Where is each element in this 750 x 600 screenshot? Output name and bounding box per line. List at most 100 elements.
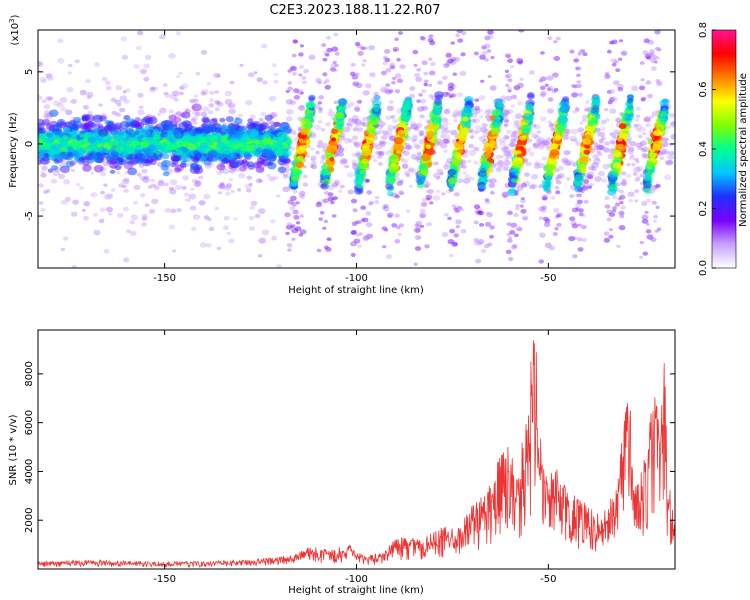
spectrogram-cell <box>575 106 580 110</box>
spectrogram-cell <box>446 129 452 133</box>
spectrogram-cell <box>195 128 203 135</box>
spectrogram-cell <box>440 130 448 136</box>
spectrogram-cell <box>595 143 604 150</box>
spectrogram-cell <box>200 91 207 96</box>
spectrogram-cell <box>284 163 290 168</box>
spectrogram-cell <box>214 107 220 112</box>
spectrogram-cell <box>473 204 481 210</box>
spectrogram-cell <box>110 128 119 136</box>
spectrogram-cell <box>489 234 494 239</box>
spectrogram-cell <box>291 53 297 58</box>
spectrogram-cell <box>368 45 376 51</box>
spectrogram-cell <box>636 114 641 118</box>
spectrogram-cell <box>396 58 401 62</box>
spectrogram-cell <box>45 189 51 193</box>
spectrogram-cell <box>356 189 363 194</box>
spectrogram-cell <box>222 225 229 231</box>
spectrogram-cell <box>222 168 230 175</box>
spectrogram-cell <box>401 109 409 115</box>
spectrogram-cell <box>447 86 454 92</box>
spectrogram-cell <box>122 184 127 189</box>
spectrogram-cell <box>338 189 343 193</box>
spectrogram-cell <box>315 202 323 208</box>
spectrogram-cell <box>600 136 606 141</box>
spectrogram-cell <box>514 233 519 238</box>
spectrogram-cell <box>506 129 512 135</box>
spectrogram-cell <box>381 140 387 145</box>
spectrogram-cell <box>475 206 483 213</box>
spectrogram-cell <box>385 115 392 121</box>
spectrogram-cell <box>546 190 552 195</box>
spectrogram-cell <box>353 162 359 167</box>
spectrogram-cell <box>291 227 299 234</box>
spectrogram-cell <box>133 64 140 69</box>
spectrogram-cell <box>207 110 214 115</box>
spectrogram-cell <box>258 237 267 244</box>
spectrogram-cell <box>310 155 317 161</box>
spectrogram-cell <box>45 73 53 79</box>
spectrogram-cell <box>491 119 501 128</box>
spectrogram-cell <box>168 186 174 191</box>
spectrogram-cell <box>405 144 413 151</box>
spectrogram-cell <box>413 262 418 266</box>
spectrogram-cell <box>249 129 259 137</box>
spectrogram-cell <box>85 145 92 150</box>
spectrogram-cell <box>562 96 570 102</box>
spectrogram-cell <box>72 151 80 157</box>
spectrogram-cell <box>628 198 634 203</box>
spectrogram-cell <box>295 221 301 225</box>
spectrogram-cell <box>394 73 402 79</box>
spectrogram-cell <box>352 126 359 131</box>
spectrogram-cell <box>641 153 648 158</box>
spectrogram-cell <box>396 180 404 186</box>
spectrogram-cell <box>350 62 356 67</box>
spectrogram-cell <box>395 149 401 154</box>
spectrogram-cell <box>443 121 450 126</box>
spectrogram-cell <box>323 198 330 204</box>
spectrogram-cell <box>133 184 141 190</box>
spectrogram-cell <box>389 62 395 67</box>
spectrogram-cell <box>324 84 331 90</box>
spectrogram-cell <box>322 168 331 176</box>
spectrogram-cell <box>547 97 554 102</box>
spectrogram-cell <box>101 76 108 82</box>
spectrogram-cell <box>79 89 87 96</box>
spectrogram-cell <box>219 165 226 170</box>
spectrogram-cell <box>139 175 146 181</box>
spectrogram-cell <box>449 254 454 258</box>
spectrogram-cell <box>260 119 265 123</box>
spectrogram-cell <box>81 115 90 122</box>
spectrogram-cell <box>94 62 100 67</box>
spectrogram-cell <box>418 132 424 137</box>
spectrogram-cell <box>141 222 147 227</box>
spectrogram-cell <box>203 215 210 220</box>
spectrogram-cell <box>514 189 520 194</box>
spectrogram-cell <box>421 89 427 93</box>
spectrogram-cell <box>319 160 325 165</box>
spectrogram-cell <box>193 181 201 187</box>
spectrogram-cell <box>356 183 363 189</box>
spectrogram-cell <box>38 118 45 127</box>
spectrogram-cell <box>200 143 208 149</box>
spectrogram-cell <box>334 181 341 186</box>
spectrogram-cell <box>178 121 189 130</box>
spectrogram-cell <box>509 65 515 69</box>
spectrogram-cell <box>218 183 225 189</box>
spectrogram-cell <box>115 85 123 91</box>
spectrogram-cell <box>439 172 444 176</box>
spectrogram-cell <box>543 221 551 228</box>
spectrogram-cell <box>326 47 333 53</box>
spectrogram-cell <box>642 146 649 152</box>
spectrogram-cell <box>351 115 360 121</box>
spectrogram-cell <box>40 208 46 213</box>
spectrogram-cell <box>57 57 65 64</box>
spectrogram-cell <box>316 144 321 148</box>
spectrogram-cell <box>388 168 396 174</box>
spectrogram-cell <box>513 160 521 167</box>
spectrogram-cell <box>103 183 108 187</box>
spectrogram-cell <box>634 177 641 182</box>
spectrogram-cell <box>217 19 223 23</box>
spectrogram-cell <box>530 173 539 180</box>
spectrogram-cell <box>435 101 441 106</box>
spectrogram-cell <box>564 132 570 136</box>
